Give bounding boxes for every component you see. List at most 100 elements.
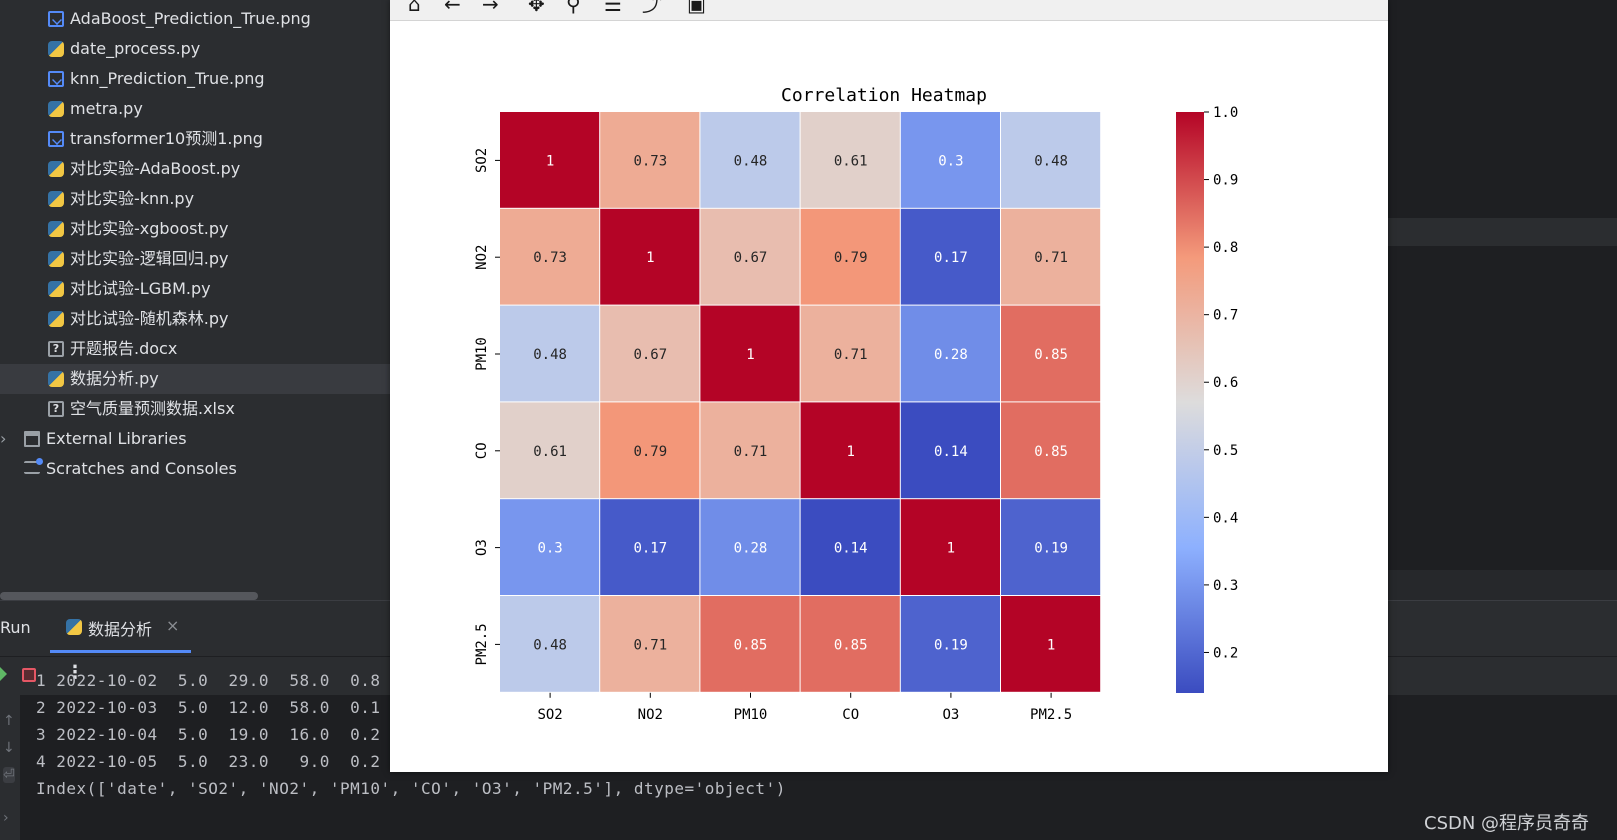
project-file-item[interactable]: ? 开题报告.docx xyxy=(0,334,390,364)
colorbar-tick-label: 0.8 xyxy=(1213,240,1238,256)
edit-axis-icon[interactable]: ⤴ xyxy=(642,0,662,16)
unknown-file-icon: ? xyxy=(48,341,64,357)
cell-value-label: 0.14 xyxy=(934,444,968,460)
soft-wrap-icon[interactable]: ⏎ xyxy=(3,767,15,783)
project-file-item[interactable]: 对比试验-LGBM.py xyxy=(0,274,390,304)
project-file-item[interactable]: 对比实验-xgboost.py xyxy=(0,214,390,244)
console-line: 2 2022-10-03 5.0 12.0 58.0 0.1 xyxy=(36,698,381,717)
y-tick-label: SO2 xyxy=(474,148,490,173)
heatmap-cells: 1 0.73 0.48 0.61 0.3 0.48 0.73 1 0.67 0.79 0.17 0.7… xyxy=(500,112,1101,692)
project-file-item[interactable]: 对比实验-AdaBoost.py xyxy=(0,154,390,184)
stop-icon[interactable] xyxy=(22,668,36,682)
project-file-item[interactable]: knn_Prediction_True.png xyxy=(0,64,390,94)
heatmap-cell xyxy=(500,305,600,402)
chart-title: Correlation Heatmap xyxy=(781,85,987,106)
file-label: 数据分析.py xyxy=(70,369,159,388)
python-file-icon xyxy=(48,281,64,297)
colorbar-ticks: 1.0 0.9 0.8 0.7 0.6 0.5 0.4 0.3 0.2 xyxy=(1204,105,1238,661)
save-icon[interactable]: ▣ xyxy=(687,0,706,16)
heatmap-cell xyxy=(900,402,1000,499)
y-tick-label: CO xyxy=(474,442,490,459)
heatmap-cell xyxy=(700,112,800,208)
file-label: AdaBoost_Prediction_True.png xyxy=(70,9,311,28)
heatmap-cell xyxy=(900,305,1000,402)
heatmap-cell xyxy=(800,402,900,499)
python-file-icon xyxy=(48,191,64,207)
home-icon[interactable]: ⌂ xyxy=(408,0,421,16)
python-file-icon xyxy=(48,251,64,267)
heatmap-cell xyxy=(800,208,900,305)
x-tick-label: CO xyxy=(842,707,859,723)
heatmap-cell xyxy=(500,112,600,208)
chevron-right-icon[interactable]: › xyxy=(0,429,7,448)
run-tab-label[interactable]: 数据分析 xyxy=(88,620,153,639)
cell-value-label: 0.71 xyxy=(633,637,667,653)
image-file-icon xyxy=(48,11,64,27)
horizontal-scrollbar[interactable] xyxy=(0,592,258,600)
rerun-icon[interactable] xyxy=(0,667,7,681)
file-label: 对比实验-逻辑回归.py xyxy=(70,249,229,268)
python-file-icon xyxy=(48,371,64,387)
project-file-item[interactable]: AdaBoost_Prediction_True.png xyxy=(0,4,390,34)
heatmap-cell xyxy=(700,208,800,305)
subplots-config-icon[interactable]: ☰ xyxy=(604,0,622,16)
zoom-icon[interactable]: ⚲ xyxy=(566,0,581,16)
heatmap-cell xyxy=(1001,596,1101,692)
project-file-item[interactable]: ? 空气质量预测数据.xlsx xyxy=(0,394,390,424)
heatmap-cell xyxy=(600,112,700,208)
editor-gutter-strip xyxy=(1388,570,1617,600)
cell-value-label: 0.19 xyxy=(1034,541,1068,557)
more-options-icon[interactable]: ⋮ xyxy=(66,662,84,683)
run-tool-window-title[interactable]: Run xyxy=(0,618,31,637)
project-file-item[interactable]: 对比实验-逻辑回归.py xyxy=(0,244,390,274)
cell-value-label: 0.28 xyxy=(734,541,768,557)
y-tick-label: NO2 xyxy=(474,245,490,270)
project-file-item[interactable]: 数据分析.py xyxy=(0,364,390,394)
cell-value-label: 0.85 xyxy=(834,637,868,653)
heatmap-cell xyxy=(800,305,900,402)
heatmap-cell xyxy=(900,499,1000,595)
scratches-icon xyxy=(24,458,43,474)
heatmap-cell xyxy=(500,499,600,595)
pan-icon[interactable]: ✥ xyxy=(528,0,545,16)
scroll-down-icon[interactable]: ↓ xyxy=(3,740,15,756)
project-file-item[interactable]: metra.py xyxy=(0,94,390,124)
project-file-item[interactable]: 对比实验-knn.py xyxy=(0,184,390,214)
cell-value-label: 0.17 xyxy=(934,250,968,266)
cell-value-label: 1 xyxy=(546,153,554,169)
console-line: 3 2022-10-04 5.0 19.0 16.0 0.2 xyxy=(36,725,381,744)
heatmap-canvas: Correlation Heatmap 1 0.73 0.48 0.61 0.3 0.48… xyxy=(474,85,1238,723)
heatmap-cell xyxy=(600,596,700,692)
forward-arrow-icon[interactable]: → xyxy=(482,0,499,16)
cell-value-label: 0.71 xyxy=(734,444,768,460)
heatmap-cell xyxy=(800,499,900,595)
figure-window: ⌂ ← → ✥ ⚲ ☰ ⤴ ▣ Correlation Heatmap 1 0.7… xyxy=(390,0,1388,772)
external-libraries-item[interactable]: › External Libraries xyxy=(0,424,390,454)
project-file-item[interactable]: 对比试验-随机森林.py xyxy=(0,304,390,334)
cell-value-label: 0.61 xyxy=(834,153,868,169)
close-tab-icon[interactable]: × xyxy=(166,616,180,635)
console-line: Index(['date', 'SO2', 'NO2', 'PM10', 'CO… xyxy=(36,779,786,798)
project-file-item[interactable]: date_process.py xyxy=(0,34,390,64)
heatmap-cell xyxy=(700,499,800,595)
python-run-icon xyxy=(66,619,82,635)
editor-gutter-strip xyxy=(1388,218,1617,246)
heatmap-cell xyxy=(700,305,800,402)
colorbar-tick-label: 0.7 xyxy=(1213,308,1238,324)
expand-icon[interactable]: › xyxy=(3,810,9,826)
file-label: 对比实验-knn.py xyxy=(70,189,195,208)
scratches-item[interactable]: Scratches and Consoles xyxy=(0,454,390,484)
x-tick-label: NO2 xyxy=(638,707,663,723)
colorbar-tick-label: 0.6 xyxy=(1213,375,1238,391)
x-tick-label: O3 xyxy=(942,707,959,723)
python-file-icon xyxy=(48,41,64,57)
file-label: 对比实验-AdaBoost.py xyxy=(70,159,241,178)
heatmap-cell xyxy=(900,596,1000,692)
scroll-up-icon[interactable]: ↑ xyxy=(3,713,15,729)
file-label: transformer10预测1.png xyxy=(70,129,263,148)
project-file-item[interactable]: transformer10预测1.png xyxy=(0,124,390,154)
cell-value-label: 0.48 xyxy=(1034,153,1068,169)
colorbar-tick-label: 0.4 xyxy=(1213,510,1238,526)
back-arrow-icon[interactable]: ← xyxy=(444,0,461,16)
console-gutter: ↑ ↓ ⏎ › xyxy=(0,695,20,840)
